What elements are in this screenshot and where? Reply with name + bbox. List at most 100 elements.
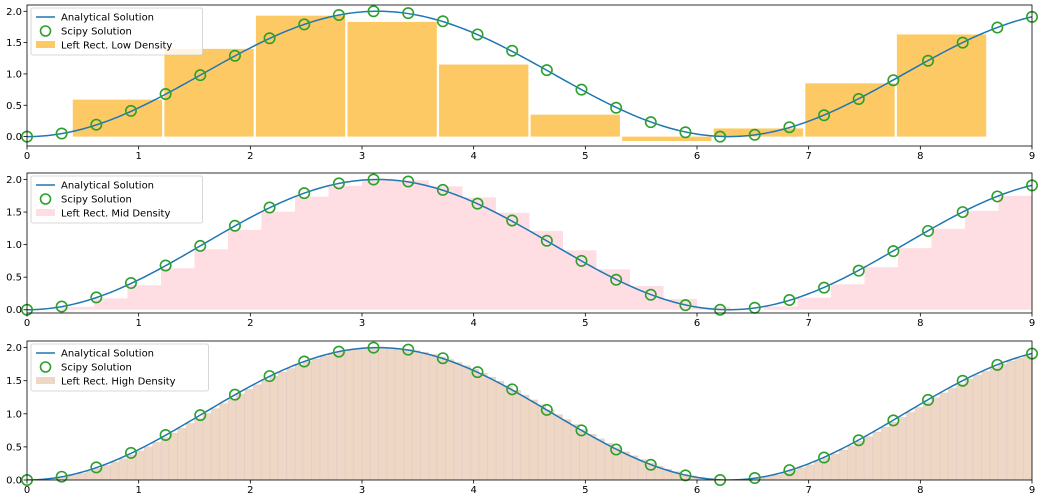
scipy-marker — [263, 370, 276, 383]
scipy-marker — [367, 341, 380, 354]
scipy-marker — [922, 54, 935, 67]
scipy-marker — [471, 366, 484, 379]
scipy-marker — [610, 273, 623, 286]
rect-bar — [319, 356, 329, 480]
rect-bar — [227, 398, 237, 480]
rect-bar — [956, 383, 965, 480]
scipy-marker — [159, 428, 172, 441]
rect-bar — [362, 180, 396, 310]
scipy-marker — [194, 69, 207, 82]
rect-bar — [439, 64, 529, 137]
x-tick-label: 7 — [805, 318, 811, 329]
rect-bar — [453, 362, 463, 480]
rect-bar — [805, 464, 815, 480]
rect-bar — [311, 358, 320, 480]
rect-bar — [177, 428, 186, 480]
plot-area — [27, 10, 1032, 141]
scipy-marker — [402, 7, 415, 20]
scipy-marker — [90, 291, 103, 304]
scipy-marker — [540, 64, 553, 77]
rect-bar — [328, 185, 362, 310]
scipy-marker — [298, 18, 311, 31]
scipy-marker — [228, 219, 241, 232]
rect-bar — [135, 450, 145, 480]
rect-bar — [1015, 358, 1024, 480]
scipy-marker — [748, 472, 761, 485]
x-tick-label: 5 — [582, 151, 588, 162]
scipy-marker — [783, 121, 796, 134]
rect-bar — [629, 455, 639, 480]
y-tick-label: 0.0 — [6, 305, 22, 316]
scipy-marker — [124, 104, 137, 117]
rect-bar — [462, 197, 496, 310]
scipy-marker — [922, 393, 935, 406]
scipy-marker — [714, 130, 727, 143]
rect-bar — [194, 418, 203, 480]
rect-bar — [85, 470, 94, 480]
legend — [30, 7, 204, 56]
rect-bar — [261, 380, 270, 480]
rect-bar — [428, 354, 438, 480]
rect-bar — [110, 461, 119, 480]
x-tick-label: 0 — [24, 485, 30, 496]
scipy-marker — [228, 388, 241, 401]
rect-bar — [370, 347, 379, 480]
rect-bar — [797, 467, 806, 480]
legend — [30, 343, 209, 392]
x-tick-label: 3 — [359, 318, 365, 329]
plot-area — [27, 178, 1032, 311]
legend-label: Left Rect. Mid Density — [61, 209, 170, 220]
rect-bar — [68, 475, 78, 480]
y-tick-label: 2.0 — [6, 343, 22, 354]
rect-bar — [386, 347, 396, 480]
rect-bar — [420, 352, 429, 480]
scipy-marker — [436, 183, 449, 196]
legend-label: Scipy Solution — [61, 27, 132, 38]
scipy-marker — [575, 83, 588, 96]
axes-frame — [26, 172, 1033, 314]
rect-bar — [579, 429, 588, 480]
scipy-marker — [818, 109, 831, 122]
rect-bar — [889, 422, 898, 480]
rect-bar — [562, 419, 572, 480]
rect-bar — [194, 249, 228, 310]
rect-bar — [621, 451, 630, 480]
x-tick-label: 2 — [247, 151, 253, 162]
legend-rect-swatch — [36, 41, 55, 48]
rect-bar — [504, 385, 513, 480]
x-tick-label: 9 — [1029, 318, 1035, 329]
rect-bar — [646, 462, 655, 480]
scipy-marker — [575, 254, 588, 267]
x-tick-label: 1 — [135, 318, 141, 329]
legend-label: Analytical Solution — [61, 181, 154, 192]
rect-bar — [512, 390, 521, 480]
scipy-marker — [714, 303, 727, 316]
rect-bar — [286, 368, 295, 480]
rect-bar — [144, 446, 153, 480]
scipy-marker — [402, 343, 415, 356]
x-tick-label: 6 — [694, 151, 700, 162]
y-tick-label: 1.0 — [6, 409, 22, 420]
rect-bar — [931, 228, 965, 310]
rect-bar — [948, 388, 957, 480]
scipy-marker — [55, 300, 68, 313]
scipy-marker — [818, 281, 831, 294]
rect-bar — [855, 441, 865, 480]
scipy-marker — [124, 446, 137, 459]
x-tick-label: 4 — [470, 151, 476, 162]
scipy-marker — [679, 126, 692, 139]
scipy-marker — [90, 118, 103, 131]
rect-bar — [1006, 360, 1016, 480]
rect-bar — [897, 417, 907, 480]
rect-bar — [244, 389, 253, 480]
rect-bar — [437, 356, 446, 480]
scipy-marker — [887, 74, 900, 87]
rect-bar — [361, 348, 371, 480]
scipy-marker — [194, 409, 207, 422]
x-tick-label: 8 — [917, 318, 923, 329]
x-tick-label: 3 — [359, 485, 365, 496]
y-tick-label: 1.0 — [6, 69, 22, 80]
scipy-marker — [644, 458, 657, 471]
scipy-marker — [610, 101, 623, 114]
scipy-marker — [540, 403, 553, 416]
